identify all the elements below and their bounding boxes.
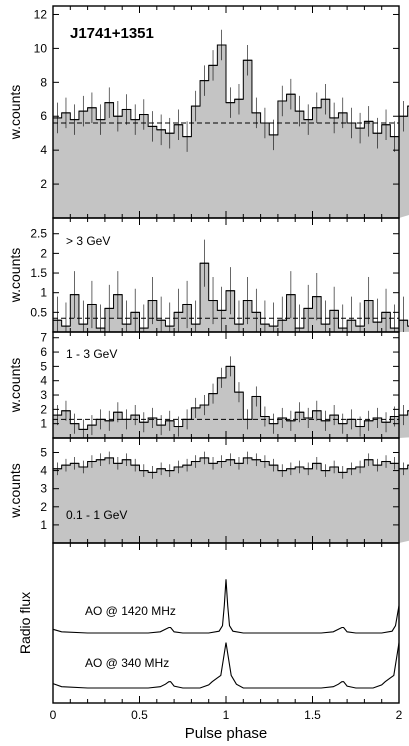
x-axis: 0 0.5 1 1.5 2 [50,708,403,722]
y-tick-label: 2.5 [30,227,47,241]
y-axis-label: w.counts [7,248,23,303]
y-tick-label: 1 [40,286,47,300]
y-tick-label: 2 [40,246,47,260]
y-tick-label: 4 [40,143,47,157]
y-tick-label: 5 [40,359,47,373]
y-tick-label: 1.5 [30,266,47,280]
y-tick-label: 4 [40,374,47,388]
panel-radio: AO @ 1420 MHz AO @ 340 MHz Radio flux [17,542,400,704]
panels-group: 24681012w.countsJ1741+13510.511.522.5w.c… [7,5,409,704]
panel-annotation: 0.1 - 1 GeV [66,508,127,522]
panel-top: 2 4 6 8 10 12 w.counts J1741+1351 [7,5,409,219]
y-axis-label: Radio flux [17,592,33,654]
x-tick-label: 1.5 [304,708,321,722]
radio-profile-line [52,579,400,634]
series-label: AO @ 340 MHz [85,656,169,670]
y-tick-label: 5 [40,445,47,459]
y-tick-label: 3 [40,482,47,496]
histogram-fill [53,45,409,218]
y-tick-label: 3 [40,388,47,402]
y-axis-label: w.counts [7,358,23,413]
radio-profile-line [52,642,400,689]
y-tick-label: 2 [40,402,47,416]
y-tick-label: 4 [40,464,47,478]
histogram-fill [53,457,409,543]
y-tick-label: 7 [40,331,47,345]
y-tick-label: 6 [40,345,47,359]
y-tick-label: 10 [34,41,48,55]
panel-second: 0.5 1 1.5 2 2.5 w.counts > 3 GeV [7,217,409,333]
y-axis-label: w.counts [7,85,23,140]
x-tick-label: 0 [50,708,57,722]
histogram-fill [53,366,409,438]
y-tick-label: 1 [40,417,47,431]
y-tick-label: 1 [40,518,47,532]
panel-annotation: J1741+1351 [70,25,154,42]
y-tick-label: 6 [40,109,47,123]
x-tick-label: 0.5 [131,708,148,722]
series-label: AO @ 1420 MHz [85,604,176,618]
x-tick-label: 2 [396,708,403,722]
y-tick-label: 12 [34,7,48,21]
y-tick-label: 2 [40,177,47,191]
y-tick-label: 2 [40,500,47,514]
panel-annotation: > 3 GeV [66,234,110,248]
y-tick-label: 8 [40,75,47,89]
x-tick-label: 1 [223,708,230,722]
panel-fourth: 1 2 3 4 5 w.counts 0.1 - 1 GeV [7,437,409,544]
y-tick-label: 0.5 [30,305,47,319]
histogram-fill [53,263,409,332]
panel-frame [52,542,400,704]
y-axis-label: w.counts [7,463,23,518]
x-axis-label: Pulse phase [185,725,268,742]
panel-annotation: 1 - 3 GeV [66,347,117,361]
